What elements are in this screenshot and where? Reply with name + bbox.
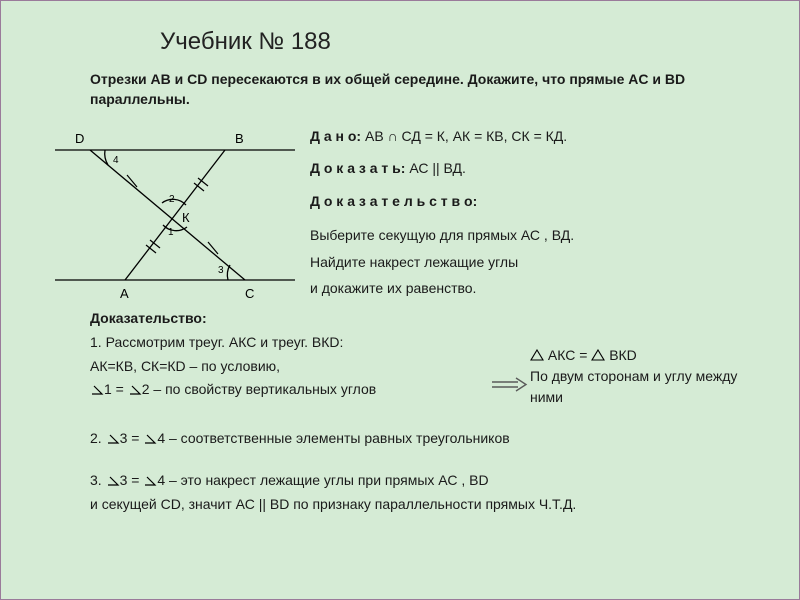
page-title: Учебник № 188: [160, 28, 331, 56]
triangle-icon: [530, 346, 544, 366]
svg-text:C: C: [245, 286, 254, 301]
proof-step-3: 3. 3 = 4 – это накрест лежащие углы при …: [90, 470, 730, 515]
angle-icon: [90, 381, 104, 403]
given-text: AB ∩ СД = К, АК = КВ, СК = КД.: [365, 128, 567, 144]
proof-step-1: 1. Рассмотрим треуг. АКС и треуг. ВКD: А…: [90, 332, 490, 405]
proof-label: Д о к а з а т е л ь с т в о:: [310, 190, 770, 212]
triangle-icon: [591, 346, 605, 366]
congruence-conclusion: АКС = ВКD По двум сторонам и углу между …: [530, 345, 760, 407]
proof-step-2: 2. 3 = 4 – соответственные элементы равн…: [90, 430, 730, 448]
congruence-reason: По двум сторонам и углу между ними: [530, 366, 760, 407]
svg-text:B: B: [235, 131, 244, 146]
proof-1b: АК=КВ, СК=КD – по условию,: [90, 356, 490, 378]
svg-text:1: 1: [168, 227, 174, 238]
congruence-line: АКС = ВКD: [530, 345, 760, 366]
proof-header: Доказательство:: [90, 310, 207, 326]
angle-icon: [143, 472, 157, 494]
svg-text:К: К: [182, 210, 190, 225]
angle-icon: [106, 432, 120, 448]
angle-icon: [128, 381, 142, 403]
svg-text:2: 2: [169, 194, 175, 205]
angle-icon: [106, 472, 120, 494]
hint-line-3: и докажите их равенство.: [310, 277, 770, 299]
hint-line-2: Найдите накрест лежащие углы: [310, 251, 770, 273]
prove-text: АС || ВД.: [409, 160, 466, 176]
hint-line-1: Выберите секущую для прямых АС , ВД.: [310, 224, 770, 246]
svg-text:D: D: [75, 131, 84, 146]
prove-label: Д о к а з а т ь:: [310, 160, 405, 176]
implies-arrow-icon: [490, 375, 530, 395]
svg-text:A: A: [120, 286, 129, 301]
proof-1a: 1. Рассмотрим треуг. АКС и треуг. ВКD:: [90, 332, 490, 354]
angle-icon: [143, 432, 157, 448]
svg-text:4: 4: [113, 155, 119, 166]
proof-1c: 1 = 2 – по свойству вертикальных углов: [90, 379, 490, 403]
problem-statement: Отрезки AB и CD пересекаются в их общей …: [90, 70, 710, 109]
geometry-diagram: D B A C К 1 2 3 4: [50, 125, 300, 305]
given-label: Д а н о:: [310, 128, 361, 144]
given-prove-block: Д а н о: AB ∩ СД = К, АК = КВ, СК = КД. …: [310, 125, 770, 303]
svg-text:3: 3: [218, 265, 224, 276]
